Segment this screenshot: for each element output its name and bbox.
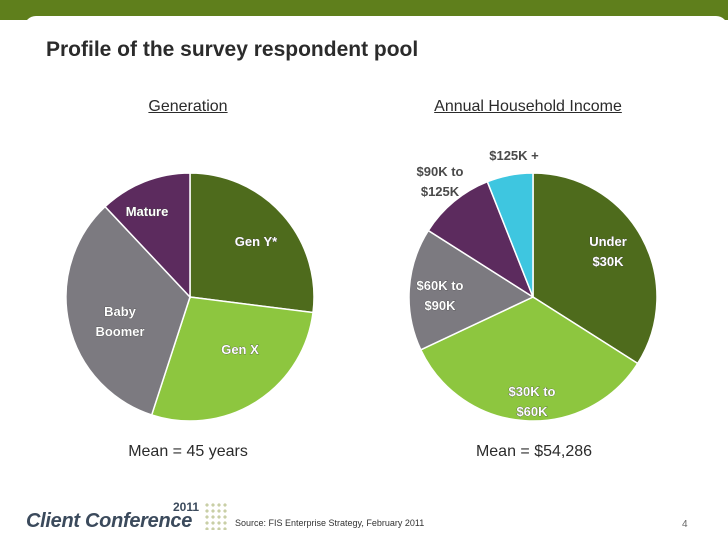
pie-label-0-3: Mature [126,204,169,219]
pie-label-1-0: Under $30K [589,234,627,269]
slide-title: Profile of the survey respondent pool [46,38,419,61]
pie-label-1-3: $90K to $125K [417,164,464,199]
generation-pie: Gen Y* Gen X Baby Boomer Mature [65,172,315,422]
pie-slice-1-3 [427,180,535,299]
pie-label-1-2: $60K to $90K [417,278,464,313]
pie-slice-0-3 [104,172,191,299]
source-note: Source: FIS Enterprise Strategy, Februar… [235,518,425,528]
generation-chart-title: Generation [148,98,228,115]
top-accent-bar [0,0,728,20]
pie-label-0-0: Gen Y* [235,234,278,249]
logo-dots [204,502,228,530]
pie-label-0-1: Gen X [221,342,259,357]
pie-slice-1-2 [408,229,535,351]
pie-label-1-1: $30K to $60K [509,384,556,419]
pie-slice-1-1 [419,296,639,422]
pie-slice-0-1 [150,296,314,422]
pie-slice-0-2 [65,205,191,416]
pie-slice-1-4 [486,172,534,298]
income-mean: Mean = $54,286 [475,443,593,460]
income-chart-title: Annual Household Income [434,98,622,115]
logo-year: 2011 [173,500,200,514]
pie-label-0-2: Baby Boomer [95,304,144,339]
generation-mean: Mean = 45 years [128,443,248,460]
pie-label-1-4: $125K + [489,148,539,163]
page-number: 4 [682,519,688,530]
pie-slice-0-0 [189,172,315,314]
income-pie: Under $30K $30K to $60K $60K to $90K $90K to $1… [408,147,658,422]
logo-name: Client Conference [26,510,193,532]
